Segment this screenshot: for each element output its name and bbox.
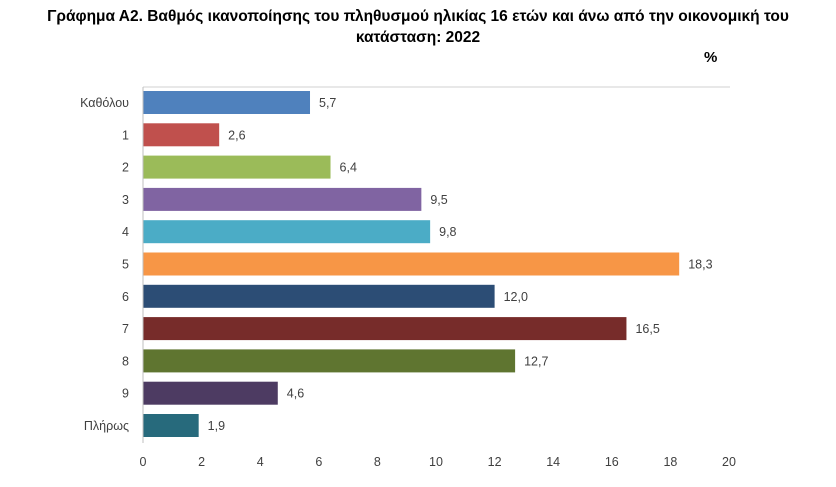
value-label: 16,5: [635, 322, 659, 336]
category-label: 6: [122, 290, 129, 304]
value-label: 12,7: [524, 354, 548, 368]
category-label: 7: [122, 322, 129, 336]
value-label: 9,5: [430, 193, 447, 207]
value-label: 4,6: [287, 387, 304, 401]
bar-5: [143, 252, 680, 276]
value-label: 12,0: [504, 290, 528, 304]
bar-8: [143, 349, 516, 373]
x-tick-label: 12: [488, 455, 502, 469]
bar-4: [143, 220, 431, 244]
value-label: 5,7: [319, 96, 336, 110]
value-label: 2,6: [228, 128, 245, 142]
bar-3: [143, 187, 422, 211]
bar-9: [143, 381, 278, 405]
category-label: 2: [122, 161, 129, 175]
bar-7: [143, 317, 627, 341]
x-tick-label: 2: [198, 455, 205, 469]
category-label: 9: [122, 387, 129, 401]
x-tick-label: 18: [663, 455, 677, 469]
bar-2: [143, 155, 331, 179]
x-tick-label: 14: [546, 455, 560, 469]
value-label: 9,8: [439, 225, 456, 239]
x-tick-label: 6: [315, 455, 322, 469]
unit-label: %: [704, 49, 718, 66]
x-tick-label: 0: [140, 455, 147, 469]
category-label: Πλήρως: [84, 419, 129, 433]
x-tick-label: 8: [374, 455, 381, 469]
category-label: 5: [122, 258, 129, 272]
category-label: 1: [122, 128, 129, 142]
bar-6: [143, 284, 495, 308]
chart-title-line1: Γράφημα Α2. Βαθμός ικανοποίησης του πληθ…: [47, 8, 789, 25]
x-tick-label: 20: [722, 455, 736, 469]
x-tick-label: 4: [257, 455, 264, 469]
bar-0: [143, 91, 311, 114]
category-label: 8: [122, 354, 129, 368]
bar-10: [143, 414, 199, 437]
chart-title-line2: κατάσταση: 2022: [355, 29, 481, 46]
bar-1: [143, 123, 220, 147]
category-label: Καθόλου: [80, 96, 129, 110]
x-tick-label: 16: [605, 455, 619, 469]
category-label: 3: [122, 193, 129, 207]
category-label: 4: [122, 225, 129, 239]
value-label: 1,9: [208, 419, 225, 433]
value-label: 18,3: [688, 258, 712, 272]
x-tick-label: 10: [429, 455, 443, 469]
value-label: 6,4: [340, 161, 357, 175]
